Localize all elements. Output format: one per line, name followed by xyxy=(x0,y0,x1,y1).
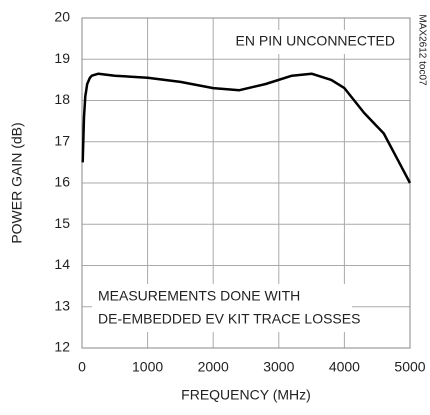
annotation: MAX2612 toc07 xyxy=(416,14,427,86)
annotation-bg xyxy=(232,30,402,54)
y-tick-label: 20 xyxy=(54,9,70,25)
x-tick-label: 2000 xyxy=(198,359,229,375)
y-tick-label: 13 xyxy=(54,297,70,313)
x-tick-label: 0 xyxy=(78,359,86,375)
y-tick-label: 14 xyxy=(54,256,70,272)
x-axis-label: FREQUENCY (MHz) xyxy=(181,387,311,403)
y-tick-label: 17 xyxy=(54,132,70,148)
annotation: MEASUREMENTS DONE WITH xyxy=(98,288,300,304)
x-tick-label: 1000 xyxy=(132,359,163,375)
y-tick-label: 16 xyxy=(54,174,70,190)
y-tick-label: 18 xyxy=(54,91,70,107)
y-tick-label: 15 xyxy=(54,215,70,231)
annotation: EN PIN UNCONNECTED xyxy=(236,33,395,49)
line-series xyxy=(81,72,412,184)
x-tick-label: 3000 xyxy=(263,359,294,375)
y-tick-label: 12 xyxy=(54,339,70,355)
y-tick-label: 19 xyxy=(54,50,70,66)
y-axis-label: POWER GAIN (dB) xyxy=(9,122,25,243)
annotation: DE-EMBEDDED EV KIT TRACE LOSSES xyxy=(98,311,360,327)
x-tick-label: 4000 xyxy=(329,359,360,375)
annotation-bg xyxy=(92,284,352,332)
x-tick-label: 5000 xyxy=(394,359,425,375)
